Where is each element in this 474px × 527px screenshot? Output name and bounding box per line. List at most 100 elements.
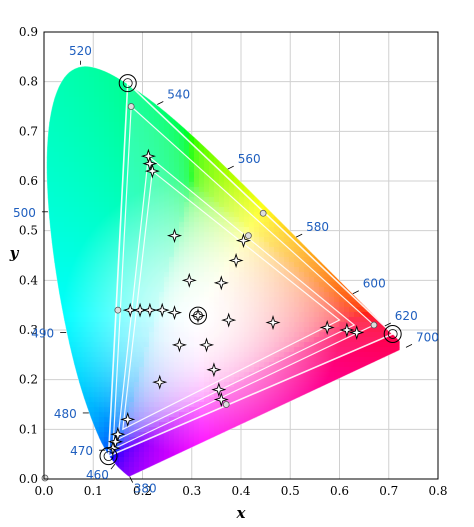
chromaticity-cell	[314, 237, 320, 243]
chromaticity-cell	[74, 57, 80, 63]
chromaticity-cell	[314, 142, 320, 148]
chromaticity-cell	[329, 172, 335, 178]
chromaticity-cell	[299, 207, 305, 213]
chromaticity-cell	[129, 66, 135, 68]
chromaticity-cell	[159, 57, 165, 63]
chromaticity-cell	[154, 52, 160, 58]
chromaticity-cell	[84, 37, 90, 43]
chromaticity-cell	[309, 32, 315, 38]
chromaticity-cell	[349, 247, 355, 253]
chromaticity-cell	[324, 237, 330, 243]
chromaticity-cell	[354, 222, 360, 228]
chromaticity-cell	[349, 242, 355, 248]
chromaticity-cell	[64, 347, 70, 353]
chromaticity-cell	[374, 192, 380, 198]
chromaticity-cell	[184, 66, 190, 68]
chromaticity-cell	[364, 197, 370, 203]
chromaticity-cell	[254, 87, 260, 93]
chromaticity-cell	[54, 47, 60, 53]
chromaticity-cell	[194, 72, 200, 78]
chromaticity-cell	[184, 122, 190, 128]
chromaticity-cell	[364, 82, 370, 88]
chromaticity-cell	[214, 42, 220, 48]
chromaticity-cell	[46, 372, 50, 378]
chromaticity-cell	[174, 47, 180, 53]
chromaticity-cell	[264, 42, 270, 48]
chromaticity-cell	[199, 112, 205, 118]
chromaticity-cell	[354, 272, 360, 278]
chromaticity-cell	[304, 117, 310, 123]
chromaticity-cell	[209, 102, 215, 108]
chromaticity-cell	[134, 82, 140, 88]
chromaticity-cell	[389, 232, 395, 238]
chromaticity-cell	[229, 97, 235, 103]
chromaticity-cell	[349, 137, 355, 143]
chromaticity-cell	[269, 47, 275, 53]
chromaticity-cell	[264, 152, 270, 158]
chromaticity-cell	[374, 237, 380, 243]
chromaticity-cell	[204, 72, 210, 78]
chromaticity-cell	[334, 37, 340, 43]
chromaticity-cell	[364, 187, 370, 193]
chromaticity-cell	[359, 257, 365, 263]
chromaticity-cell	[159, 37, 165, 43]
chromaticity-cell	[299, 222, 305, 228]
chromaticity-cell	[374, 72, 380, 78]
chromaticity-cell	[244, 82, 250, 88]
chromaticity-cell	[279, 112, 285, 118]
chromaticity-cell	[299, 57, 305, 63]
chromaticity-cell	[234, 57, 240, 63]
chromaticity-cell	[349, 142, 355, 148]
chromaticity-cell	[359, 262, 365, 268]
chromaticity-cell	[389, 57, 395, 63]
chromaticity-cell	[64, 362, 70, 368]
chromaticity-cell	[239, 42, 245, 48]
chromaticity-cell	[374, 152, 380, 158]
chromaticity-cell	[204, 102, 210, 108]
chromaticity-cell	[304, 42, 310, 48]
chromaticity-cell	[364, 57, 370, 63]
chromaticity-cell	[199, 57, 205, 63]
chromaticity-cell	[204, 107, 210, 113]
chromaticity-cell	[374, 37, 380, 43]
chromaticity-cell	[334, 47, 340, 53]
chromaticity-cell	[379, 102, 385, 108]
chromaticity-cell	[229, 147, 235, 153]
chromaticity-cell	[389, 357, 395, 363]
chromaticity-cell	[104, 47, 110, 53]
chromaticity-cell	[64, 67, 70, 73]
chromaticity-cell	[364, 152, 370, 158]
chromaticity-cell	[309, 82, 315, 88]
chromaticity-cell	[324, 92, 330, 98]
chromaticity-cell	[114, 42, 120, 48]
chromaticity-cell	[254, 107, 260, 113]
chromaticity-cell	[164, 102, 170, 108]
chromaticity-cell	[354, 177, 360, 183]
chromaticity-cell	[199, 52, 205, 58]
chromaticity-cell	[314, 107, 320, 113]
chromaticity-cell	[94, 32, 100, 38]
chromaticity-cell	[329, 67, 335, 73]
chromaticity-cell	[179, 37, 185, 43]
chromaticity-cell	[69, 37, 75, 43]
chromaticity-cell	[374, 307, 380, 313]
chromaticity-cell	[394, 207, 400, 213]
chromaticity-cell	[269, 107, 275, 113]
chromaticity-cell	[379, 122, 385, 128]
chromaticity-cell	[314, 192, 320, 198]
chromaticity-cell	[374, 167, 380, 173]
chromaticity-cell	[349, 262, 355, 268]
chromaticity-cell	[334, 242, 340, 248]
chromaticity-cell	[219, 142, 225, 148]
chromaticity-cell	[389, 47, 395, 53]
chromaticity-cell	[164, 47, 170, 53]
chromaticity-cell	[354, 66, 360, 68]
chromaticity-cell	[364, 92, 370, 98]
chromaticity-cell	[369, 222, 375, 228]
chromaticity-cell	[379, 66, 385, 68]
chromaticity-cell	[314, 212, 320, 218]
chromaticity-cell	[259, 137, 265, 143]
chromaticity-cell	[254, 66, 260, 68]
chromaticity-cell	[239, 172, 245, 178]
chromaticity-cell	[204, 117, 210, 123]
